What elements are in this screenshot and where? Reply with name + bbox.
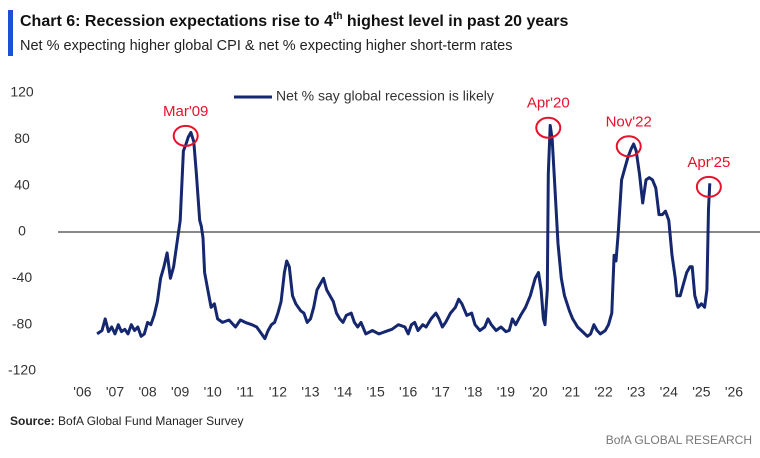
source-text: BofA Global Fund Manager Survey [55,414,244,428]
source-label: Source: [10,414,55,428]
x-tick-label: '11 [237,384,254,400]
x-tick-label: '12 [269,384,287,400]
x-tick-label: '13 [301,384,319,400]
x-tick-label: '24 [660,384,678,400]
chart-subtitle: Net % expecting higher global CPI & net … [20,38,512,54]
x-tick-label: '16 [399,384,417,400]
x-tick-label: '26 [725,384,743,400]
title-part: Chart 6: Recession expectations rise to … [20,13,333,30]
y-tick-label: 40 [14,176,30,192]
x-tick-label: '21 [562,384,580,400]
x-tick-label: '06 [73,384,91,400]
x-tick-label: '17 [432,384,450,400]
x-tick-label: '23 [627,384,645,400]
y-tick-label: 120 [10,84,34,100]
title-part: highest level in past 20 years [342,13,568,30]
x-tick-label: '09 [171,384,189,400]
x-tick-label: '20 [529,384,547,400]
x-tick-label: '18 [464,384,482,400]
data-line [96,123,712,341]
annotation-circle [172,124,199,147]
x-tick-label: '25 [692,384,710,400]
brand: BofA GLOBAL RESEARCH [606,433,752,447]
annotation-circle [615,135,642,158]
annotation-circle [695,175,722,198]
x-tick-label: '14 [334,384,352,400]
x-tick-label: '15 [366,384,384,400]
x-tick-label: '22 [595,384,613,400]
y-tick-label: 0 [18,223,26,239]
y-tick-label: -80 [12,315,32,331]
chart-title: Chart 6: Recession expectations rise to … [20,11,568,31]
annotation-label: Nov'22 [606,113,652,130]
title-superscript: th [333,11,342,22]
x-tick-label: '19 [497,384,515,400]
annotation-label: Apr'20 [527,95,570,112]
y-tick-label: -40 [12,269,32,285]
title-accent [8,10,13,56]
x-tick-label: '10 [204,384,222,400]
x-tick-label: '07 [106,384,124,400]
y-tick-label: -120 [8,362,36,378]
legend-label: Net % say global recession is likely [276,88,494,104]
annotation-circle [535,116,562,139]
y-tick-label: 80 [14,130,30,146]
annotation-label: Mar'09 [163,103,208,120]
source: Source: BofA Global Fund Manager Survey [10,414,243,428]
annotation-label: Apr'25 [687,154,730,171]
x-tick-label: '08 [138,384,156,400]
